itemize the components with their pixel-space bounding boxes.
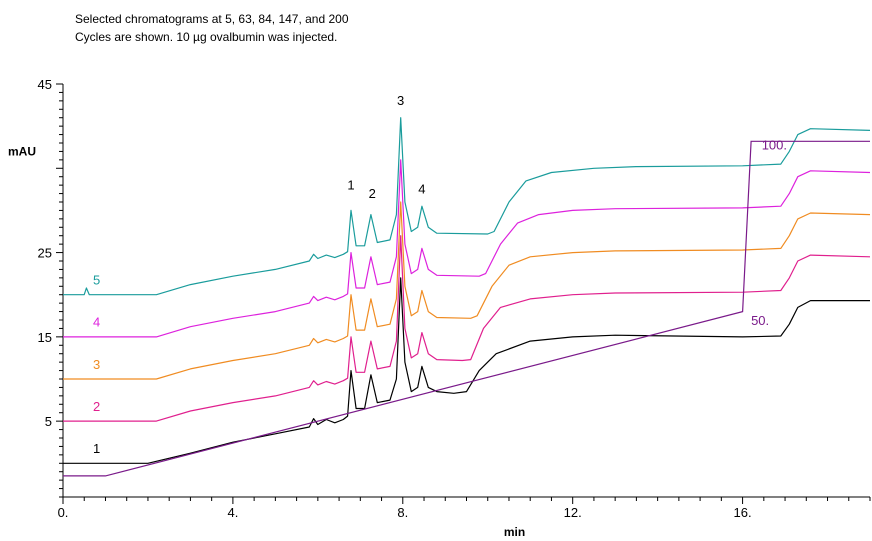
x-tick-label: 4.: [227, 505, 238, 520]
chart-traces: [63, 117, 871, 477]
y-tick-label: 45: [38, 77, 52, 92]
trace-label-1: 1: [93, 441, 100, 456]
chromatogram-trace-2: [63, 235, 871, 422]
chromatogram-trace-3: [63, 201, 871, 380]
x-axis-title: min: [504, 525, 525, 539]
trace-label-2: 2: [93, 399, 100, 414]
chromatogram-trace-4: [63, 159, 871, 338]
peak-label-1: 1: [347, 177, 354, 192]
gradient-line: [63, 140, 870, 477]
gradient-label: 50.: [751, 313, 769, 328]
trace-label-4: 4: [93, 315, 100, 330]
trace-label-3: 3: [93, 357, 100, 372]
peak-label-3: 3: [397, 93, 404, 108]
y-tick-label: 25: [38, 246, 52, 261]
gradient-label: 100.: [762, 138, 787, 153]
y-tick-label: 5: [45, 414, 52, 429]
peak-label-4: 4: [418, 182, 425, 197]
x-tick-label: 12.: [564, 505, 582, 520]
peak-label-2: 2: [369, 186, 376, 201]
chart-header-line-2: Cycles are shown. 10 µg ovalbumin was in…: [75, 30, 338, 44]
trace-label-5: 5: [93, 273, 100, 288]
x-tick-label: 0.: [58, 505, 69, 520]
chart-header-line-1: Selected chromatograms at 5, 63, 84, 147…: [75, 12, 349, 26]
x-tick-label: 8.: [397, 505, 408, 520]
chromatogram-trace-5: [63, 117, 871, 296]
x-tick-label: 16.: [734, 505, 752, 520]
y-tick-label: 15: [38, 330, 52, 345]
y-axis-title: mAU: [8, 144, 36, 158]
chromatogram-trace-1: [63, 277, 870, 464]
